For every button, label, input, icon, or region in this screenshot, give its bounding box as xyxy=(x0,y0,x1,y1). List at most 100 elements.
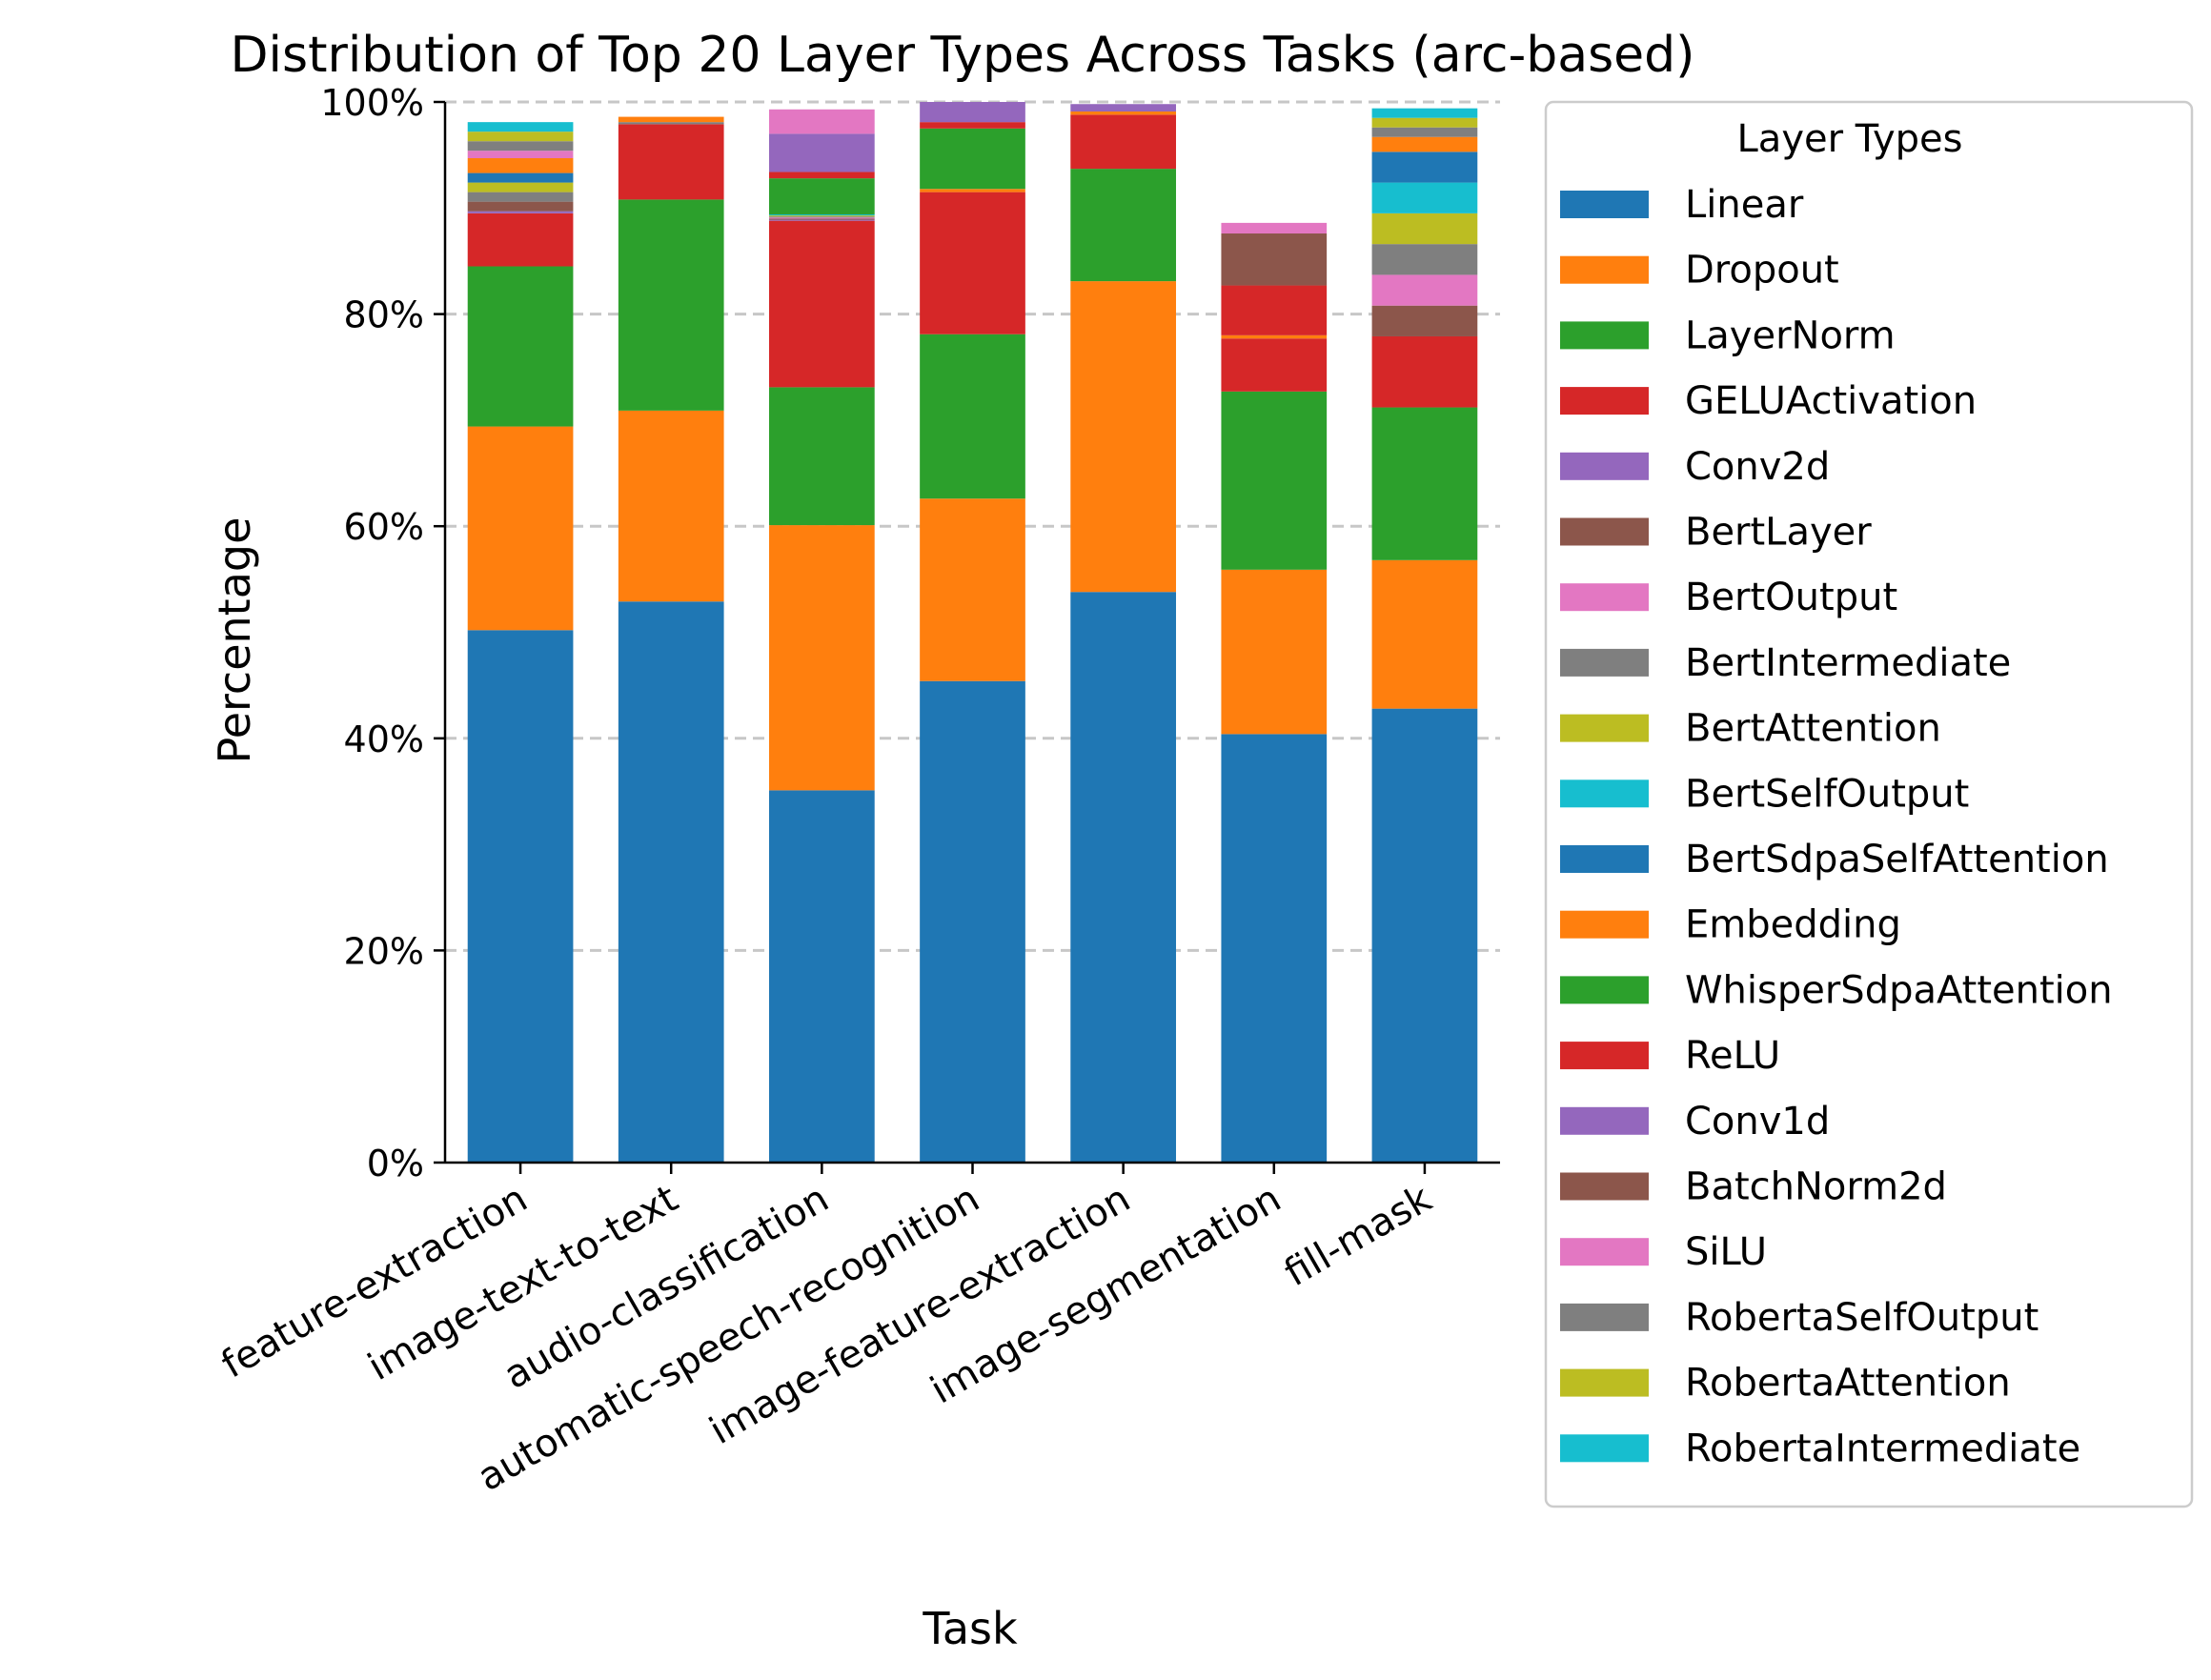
bar-segment xyxy=(769,109,875,134)
legend-swatch xyxy=(1560,517,1649,546)
bar-segment xyxy=(769,220,875,388)
legend-frame xyxy=(1544,100,2194,1508)
legend-label: RobertaIntermediate xyxy=(1685,1427,2080,1470)
bar-segment xyxy=(1371,305,1478,336)
legend-swatch xyxy=(1560,452,1649,480)
bar-segment xyxy=(618,124,724,200)
bar-segment xyxy=(1221,391,1328,570)
bar-segment xyxy=(1070,281,1176,593)
legend-swatch xyxy=(1560,321,1649,350)
bar-segment xyxy=(1371,559,1478,709)
bar-segment xyxy=(769,178,875,214)
bar-segment xyxy=(618,410,724,602)
legend-swatch xyxy=(1560,779,1649,808)
legend-label: RobertaAttention xyxy=(1685,1362,2011,1406)
legend-label: Conv2d xyxy=(1685,445,1830,489)
bar-segment xyxy=(1371,244,1478,275)
legend-label: BertIntermediate xyxy=(1685,641,2011,685)
bar-segment xyxy=(920,498,1025,681)
bar-segment xyxy=(467,141,574,152)
y-tick-label: 20% xyxy=(344,930,424,972)
bar-segment xyxy=(467,213,574,267)
bar-segment xyxy=(1070,169,1176,282)
bar-segment xyxy=(769,218,875,220)
bar-segment xyxy=(467,211,574,213)
bar-segment xyxy=(467,201,574,212)
bar-segment xyxy=(467,157,574,173)
legend-swatch xyxy=(1560,1238,1649,1266)
legend-label: GELUActivation xyxy=(1685,379,1977,423)
legend-swatch xyxy=(1560,976,1649,1004)
legend-label: BertOutput xyxy=(1685,576,1897,619)
legend-swatch xyxy=(1560,1303,1649,1331)
legend-label: Dropout xyxy=(1685,249,1839,293)
legend-label: Linear xyxy=(1685,183,1804,227)
bar-segment xyxy=(467,192,574,202)
legend-swatch xyxy=(1560,1368,1649,1397)
bars xyxy=(467,102,1478,1163)
legend-label: BertLayer xyxy=(1685,511,1872,555)
bar-segment xyxy=(1371,407,1478,560)
bar-segment xyxy=(618,601,724,1163)
bar-segment xyxy=(1371,136,1478,152)
bar-segment xyxy=(1221,338,1328,392)
bar-segment xyxy=(1221,569,1328,735)
legend-label: RobertaSelfOutput xyxy=(1685,1296,2039,1340)
legend-swatch xyxy=(1560,1434,1649,1463)
bar-segment xyxy=(467,426,574,631)
bar-segment xyxy=(769,790,875,1163)
bar-segment xyxy=(920,192,1025,334)
chart-title: Distribution of Top 20 Layer Types Acros… xyxy=(231,27,1695,84)
legend-label: BertSdpaSelfAttention xyxy=(1685,838,2109,881)
y-tick-label: 0% xyxy=(367,1143,424,1184)
bar-segment xyxy=(769,215,875,217)
bar-segment xyxy=(769,216,875,218)
y-tick-label: 100% xyxy=(320,82,424,124)
bar-segment xyxy=(1070,111,1176,115)
bar-segment xyxy=(1221,334,1328,339)
y-tick-label: 60% xyxy=(344,506,424,548)
legend-label: BertAttention xyxy=(1685,707,1941,751)
bar-segment xyxy=(467,182,574,192)
legend-label: BertSelfOutput xyxy=(1685,772,1969,816)
bar-segment xyxy=(1371,213,1478,245)
bar-segment xyxy=(1221,734,1328,1163)
x-axis-label: Task xyxy=(922,1603,1018,1654)
bar-segment xyxy=(467,151,574,158)
bar-segment xyxy=(618,116,724,123)
bar-segment xyxy=(920,128,1025,190)
legend-label: SiLU xyxy=(1685,1230,1767,1274)
bar-segment xyxy=(1371,152,1478,183)
bar-segment xyxy=(1070,592,1176,1163)
legend-swatch xyxy=(1560,845,1649,873)
bar-segment xyxy=(769,133,875,172)
bar-segment xyxy=(920,680,1025,1163)
bar-segment xyxy=(769,387,875,526)
bar-segment xyxy=(467,122,574,132)
bar-segment xyxy=(769,219,875,221)
bar-segment xyxy=(1371,274,1478,306)
bar-segment xyxy=(1371,182,1478,213)
legend-label: ReLU xyxy=(1685,1034,1780,1078)
legend-label: Conv1d xyxy=(1685,1100,1830,1144)
bar-segment xyxy=(467,132,574,142)
y-tick-label: 80% xyxy=(344,294,424,336)
legend-swatch xyxy=(1560,1106,1649,1135)
legend-label: Embedding xyxy=(1685,903,1901,947)
legend-swatch xyxy=(1560,255,1649,284)
y-tick-label: 40% xyxy=(344,719,424,760)
legend-swatch xyxy=(1560,714,1649,742)
legend: Layer Types Linear Dropout LayerNorm GELUAct… xyxy=(1544,100,2194,1508)
x-tick-label: fill-mask xyxy=(1277,1176,1439,1295)
bar-segment xyxy=(467,172,574,183)
legend-title: Layer Types xyxy=(1737,117,1963,161)
bar-segment xyxy=(1371,127,1478,137)
bar-segment xyxy=(1221,233,1328,286)
legend-swatch xyxy=(1560,910,1649,939)
bar-segment xyxy=(1371,335,1478,408)
bar-segment xyxy=(1221,285,1328,335)
legend-swatch xyxy=(1560,1042,1649,1070)
bar-segment xyxy=(467,266,574,427)
legend-label: LayerNorm xyxy=(1685,314,1896,357)
